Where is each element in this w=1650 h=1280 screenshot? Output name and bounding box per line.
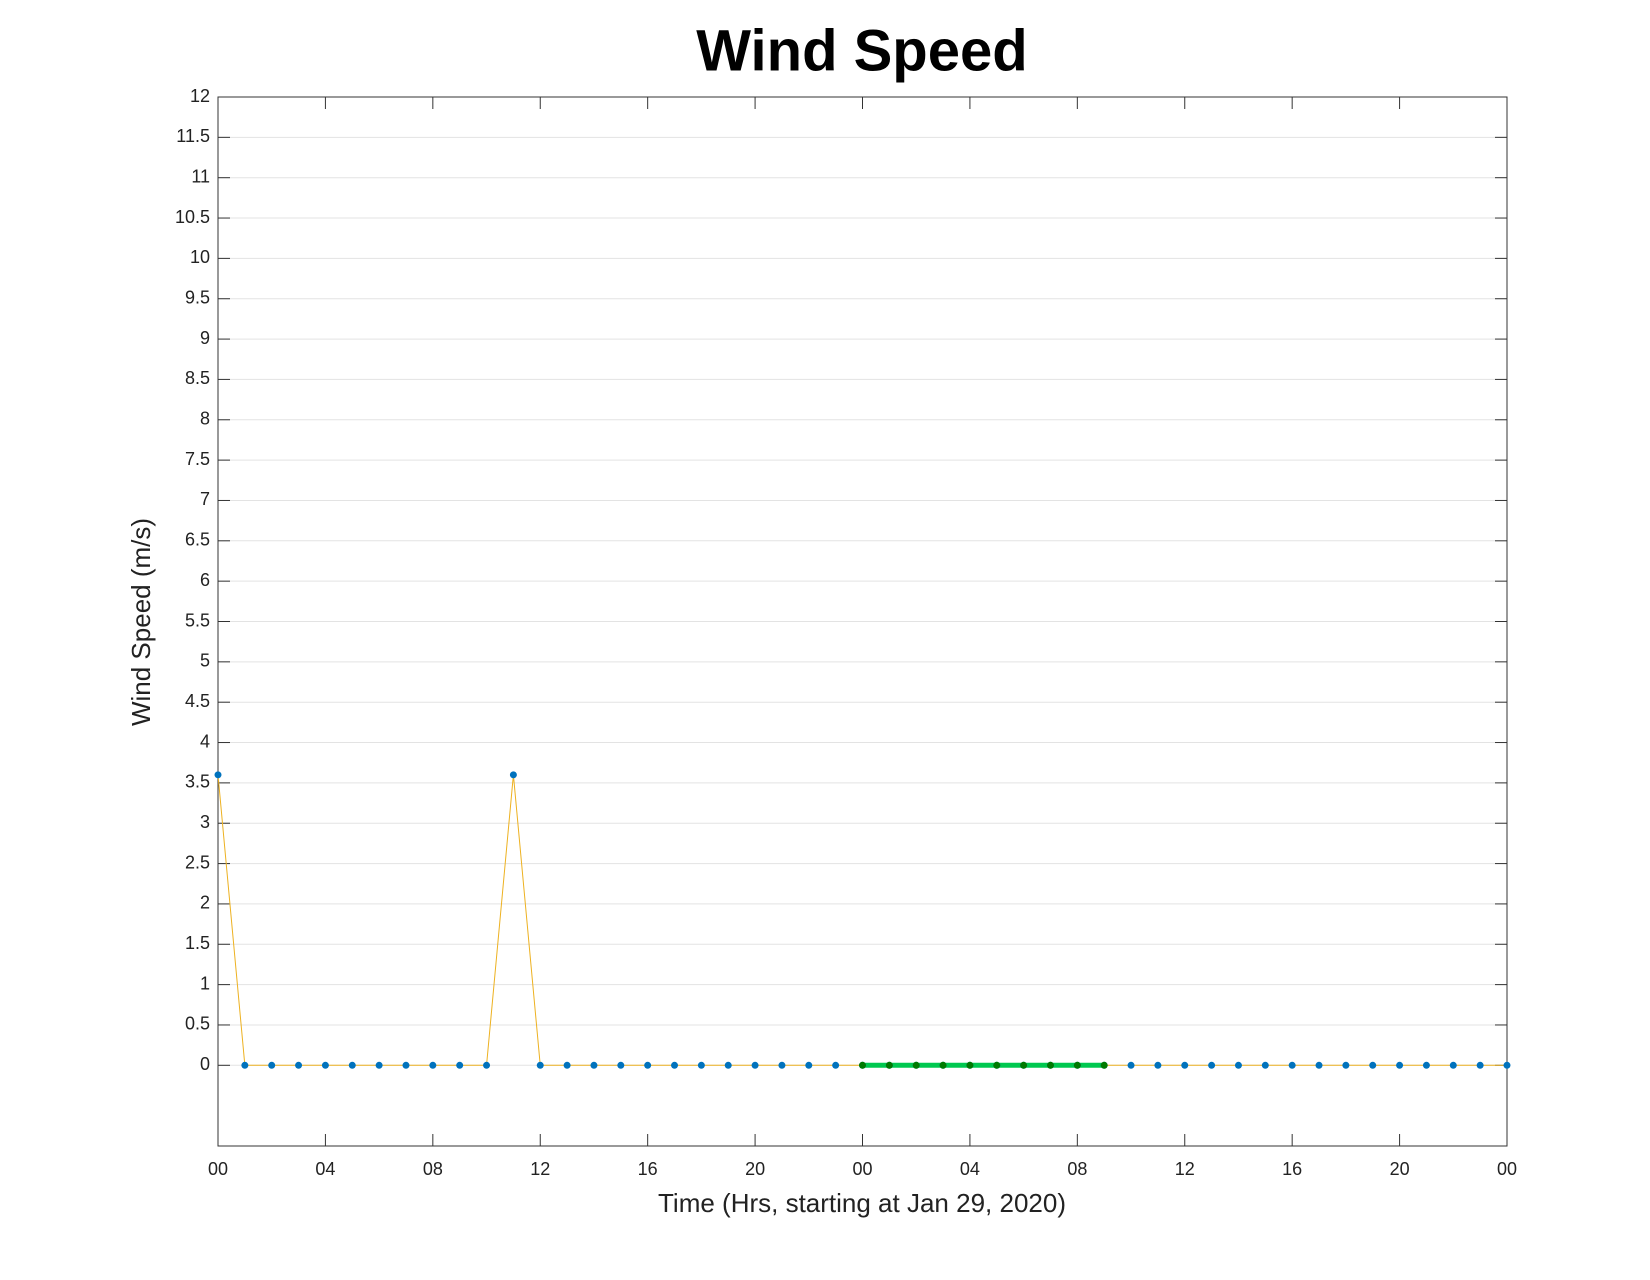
y-tick-label: 11	[191, 166, 210, 186]
y-tick-label: 6	[200, 570, 210, 590]
y-tick-label: 4.5	[185, 691, 210, 711]
x-tick-label: 08	[1067, 1159, 1087, 1179]
y-tick-label: 2.5	[185, 852, 210, 872]
data-point	[805, 1061, 813, 1069]
data-point	[1181, 1061, 1189, 1069]
data-point	[1342, 1061, 1350, 1069]
x-tick-label: 12	[530, 1159, 550, 1179]
x-tick-label: 20	[1390, 1159, 1410, 1179]
x-tick-label: 12	[1175, 1159, 1195, 1179]
data-point	[536, 1061, 544, 1069]
data-point	[268, 1061, 276, 1069]
y-tick-label: 5.5	[185, 610, 210, 630]
y-tick-label: 12	[190, 86, 210, 106]
data-point	[241, 1061, 249, 1069]
data-point	[563, 1061, 571, 1069]
y-axis-label: Wind Speed (m/s)	[126, 518, 156, 726]
x-tick-label: 20	[745, 1159, 765, 1179]
data-point	[402, 1061, 410, 1069]
y-tick-label: 7	[200, 489, 210, 509]
y-tick-label: 1	[200, 973, 210, 993]
y-tick-label: 8.5	[185, 368, 210, 388]
y-tick-label: 11.5	[176, 126, 210, 146]
x-tick-label: 00	[1497, 1159, 1517, 1179]
data-point	[966, 1061, 974, 1069]
y-tick-label: 6.5	[185, 530, 210, 550]
data-point	[778, 1061, 786, 1069]
data-point	[859, 1061, 866, 1069]
data-point	[590, 1061, 598, 1069]
x-tick-label: 16	[638, 1159, 658, 1179]
y-tick-label: 2	[200, 893, 210, 913]
data-point	[1073, 1061, 1081, 1069]
data-point	[885, 1061, 893, 1069]
data-point	[1020, 1061, 1028, 1069]
x-tick-label: 04	[315, 1159, 335, 1179]
data-point	[697, 1061, 705, 1069]
data-point	[1261, 1061, 1269, 1069]
data-point	[617, 1061, 625, 1069]
data-point	[509, 771, 517, 779]
data-point	[1208, 1061, 1216, 1069]
data-point	[644, 1061, 652, 1069]
data-point	[832, 1061, 840, 1069]
data-point	[671, 1061, 679, 1069]
x-axis-label: Time (Hrs, starting at Jan 29, 2020)	[658, 1188, 1066, 1218]
y-tick-label: 0.5	[185, 1014, 210, 1034]
data-point	[1422, 1061, 1430, 1069]
data-point	[1315, 1061, 1323, 1069]
data-point	[724, 1061, 732, 1069]
data-point	[1476, 1061, 1484, 1069]
y-tick-label: 7.5	[185, 449, 210, 469]
y-tick-label: 3	[200, 812, 210, 832]
x-tick-label: 00	[208, 1159, 228, 1179]
y-tick-label: 8	[200, 409, 210, 429]
data-point	[751, 1061, 759, 1069]
y-tick-label: 9	[200, 328, 210, 348]
data-point	[321, 1061, 329, 1069]
y-tick-label: 10	[190, 247, 210, 267]
data-point	[214, 771, 222, 779]
data-point	[348, 1061, 356, 1069]
y-tick-label: 0	[200, 1054, 210, 1074]
y-tick-label: 3.5	[185, 772, 210, 792]
data-point	[429, 1061, 437, 1069]
data-point	[1449, 1061, 1457, 1069]
data-point	[1127, 1061, 1135, 1069]
x-tick-label: 16	[1282, 1159, 1302, 1179]
data-point	[1396, 1061, 1404, 1069]
data-point	[993, 1061, 1001, 1069]
y-tick-label: 1.5	[185, 933, 210, 953]
data-point	[1288, 1061, 1296, 1069]
data-point	[1234, 1061, 1242, 1069]
data-point	[295, 1061, 303, 1069]
data-point	[483, 1061, 491, 1069]
data-point	[1046, 1061, 1054, 1069]
data-point	[1154, 1061, 1162, 1069]
data-point	[939, 1061, 947, 1069]
x-tick-label: 08	[423, 1159, 443, 1179]
x-tick-label: 04	[960, 1159, 980, 1179]
x-tick-label: 00	[852, 1159, 872, 1179]
y-tick-label: 10.5	[175, 207, 210, 227]
y-tick-label: 5	[200, 651, 210, 671]
y-tick-label: 9.5	[185, 287, 210, 307]
data-point	[1100, 1061, 1108, 1069]
chart-title: Wind Speed	[696, 18, 1027, 83]
data-point	[456, 1061, 464, 1069]
data-point	[912, 1061, 920, 1069]
data-point	[1369, 1061, 1377, 1069]
data-point	[1503, 1061, 1511, 1069]
y-tick-label: 4	[200, 731, 210, 751]
plot-frame	[217, 96, 1508, 1147]
data-point	[375, 1061, 383, 1069]
